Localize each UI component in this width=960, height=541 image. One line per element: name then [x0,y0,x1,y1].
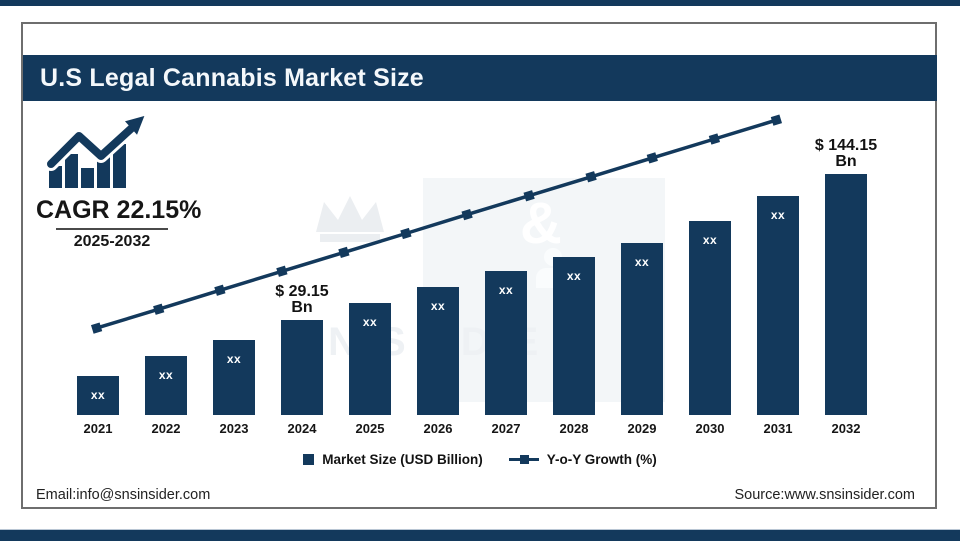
bar-value-label: xx [362,315,378,329]
source-text: Source:www.snsinsider.com [734,487,915,503]
top-accent-strip [0,0,960,6]
x-axis-label-2022: 2022 [151,421,181,436]
legend-label: Y-o-Y Growth (%) [546,452,657,467]
x-axis-label-2032: 2032 [831,421,861,436]
title-band: U.S Legal Cannabis Market Size [23,55,937,101]
x-axis-label-2029: 2029 [627,421,657,436]
market-size-bar-2026: xx [417,287,459,415]
x-axis-label-2026: 2026 [423,421,453,436]
bar-column-2031: xx [744,110,812,415]
legend-item-yoy-growth: Y-o-Y Growth (%) [508,452,657,467]
bar-value-label: xx [702,233,718,247]
bar-value-label: xx [430,299,446,313]
x-axis-label-2021: 2021 [83,421,113,436]
bar-value-label: xx [226,352,242,366]
bar-column-2029: xx [608,110,676,415]
bar-value-label: xx [158,368,174,382]
market-size-bar-2023: xx [213,340,255,415]
line-marker-swatch-icon [508,455,539,464]
legend-item-market-size: Market Size (USD Billion) [303,452,483,467]
bar-column-2027: xx [472,110,540,415]
bar-value-label: xx [770,208,786,222]
market-size-bar-2024 [281,320,323,415]
legend-label: Market Size (USD Billion) [322,452,483,467]
bar-column-2024: $ 29.15 Bn [268,110,336,415]
x-axis-label-2028: 2028 [559,421,589,436]
chart-legend: Market Size (USD Billion) Y-o-Y Growth (… [0,452,960,467]
x-axis-label-2031: 2031 [763,421,793,436]
contact-email-text: Email:info@snsinsider.com [36,487,211,503]
bar-column-2026: xx [404,110,472,415]
market-size-bar-2030: xx [689,221,731,415]
market-size-bar-2031: xx [757,196,799,415]
market-size-bar-2021: xx [77,376,119,415]
bar-column-2032: $ 144.15 Bn [812,110,880,415]
bar-column-2025: xx [336,110,404,415]
bar-swatch-icon [303,454,315,465]
bar-value-callout-2024: $ 29.15 Bn [275,283,329,316]
bar-column-2028: xx [540,110,608,415]
x-axis-label-2023: 2023 [219,421,249,436]
x-axis-label-2024: 2024 [287,421,317,436]
bar-column-2023: xx [200,110,268,415]
bar-column-2022: xx [132,110,200,415]
chart-plot-area: xx xx xx $ 29.15 Bn xx xx xx xx xx xx xx $ 144.15 Bn [64,110,880,415]
bar-column-2021: xx [64,110,132,415]
x-axis-label-2027: 2027 [491,421,521,436]
market-size-bar-2029: xx [621,243,663,415]
bottom-accent-strip [0,529,960,541]
bar-value-label: xx [498,283,514,297]
bar-value-label: xx [634,255,650,269]
market-size-bar-2027: xx [485,271,527,415]
page-title: U.S Legal Cannabis Market Size [40,63,424,92]
x-axis-label-2025: 2025 [355,421,385,436]
market-size-bar-2025: xx [349,303,391,415]
x-axis-label-2030: 2030 [695,421,725,436]
bar-column-2030: xx [676,110,744,415]
market-size-bar-2028: xx [553,257,595,415]
bar-value-label: xx [90,388,106,402]
bar-value-label: xx [566,269,582,283]
market-size-bar-2032 [825,174,867,415]
x-axis-labels: 2021 2022 2023 2024 2025 2026 2027 2028 2029 2030… [64,421,880,436]
market-size-bar-2022: xx [145,356,187,415]
bar-value-callout-2032: $ 144.15 Bn [814,137,878,170]
